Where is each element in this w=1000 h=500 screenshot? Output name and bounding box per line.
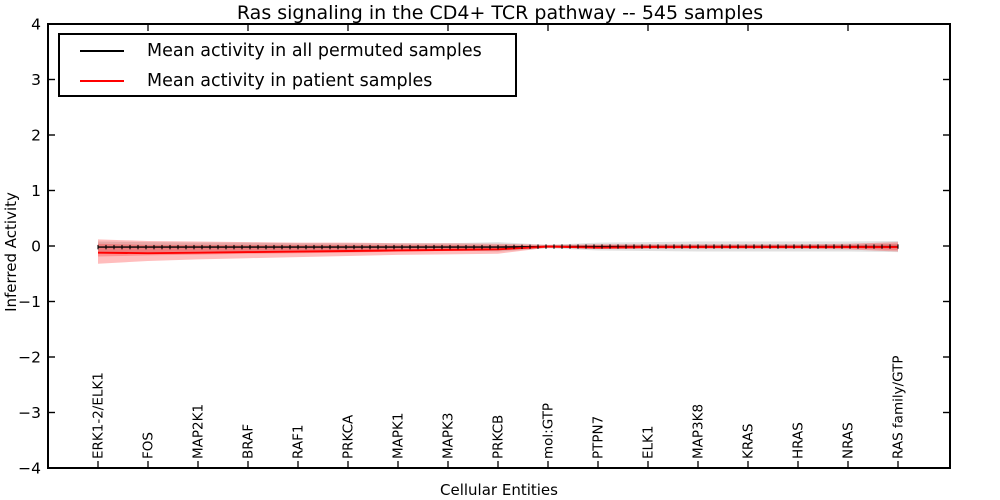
y-tick-label: −2 <box>18 348 41 366</box>
x-tick-label: RAF1 <box>291 425 307 459</box>
x-axis-label: Cellular Entities <box>440 481 558 499</box>
legend-label-patient: Mean activity in patient samples <box>147 70 433 91</box>
x-tick-label: HRAS <box>791 422 807 459</box>
patient-line-swatch <box>80 79 124 82</box>
x-tick-label: BRAF <box>241 424 257 459</box>
y-tick-label: 1 <box>31 182 41 200</box>
y-tick-label: −4 <box>18 459 41 477</box>
x-tick-label: KRAS <box>741 424 757 460</box>
x-tick-label: MAPK3 <box>441 413 457 459</box>
y-tick-label: −3 <box>18 404 41 422</box>
axis-ticks <box>48 23 950 469</box>
y-tick-label: 4 <box>31 15 41 33</box>
y-tick-label: −1 <box>18 293 41 311</box>
x-tick-label: PRKCA <box>341 414 357 459</box>
legend-entry-patient: Mean activity in patient samples <box>60 66 515 95</box>
x-tick-label: ELK1 <box>641 426 657 460</box>
x-tick-label: RAS family/GTP <box>891 355 907 459</box>
x-tick-label: mol:GTP <box>541 403 557 459</box>
patient-mean-line <box>97 245 898 255</box>
x-tick-label: FOS <box>141 432 157 459</box>
x-tick-label: MAP3K8 <box>691 404 707 459</box>
x-tick-label: PRKCB <box>491 415 507 459</box>
y-tick-label: 3 <box>31 71 41 89</box>
x-tick-labels: ERK1-2/ELK1 FOS MAP2K1 BRAF RAF1 PRKCA MAPK1 MA… <box>91 355 907 459</box>
y-tick-label: 0 <box>31 237 41 255</box>
x-tick-label: MAP2K1 <box>191 404 207 459</box>
x-tick-label: PTPN7 <box>591 416 607 459</box>
permuted-line-markers <box>97 244 899 250</box>
x-tick-label: MAPK1 <box>391 413 407 459</box>
legend: Mean activity in all permuted samples Me… <box>58 33 517 97</box>
legend-entry-permuted: Mean activity in all permuted samples <box>60 36 515 65</box>
legend-label-permuted: Mean activity in all permuted samples <box>147 40 482 61</box>
y-tick-labels: 4 3 2 1 0 −1 −2 −3 −4 <box>18 15 41 477</box>
x-tick-label: ERK1-2/ELK1 <box>91 372 107 459</box>
permuted-line-swatch <box>80 49 124 52</box>
chart-title: Ras signaling in the CD4+ TCR pathway --… <box>236 2 764 24</box>
y-tick-label: 2 <box>31 126 41 144</box>
x-tick-label: NRAS <box>841 422 857 459</box>
